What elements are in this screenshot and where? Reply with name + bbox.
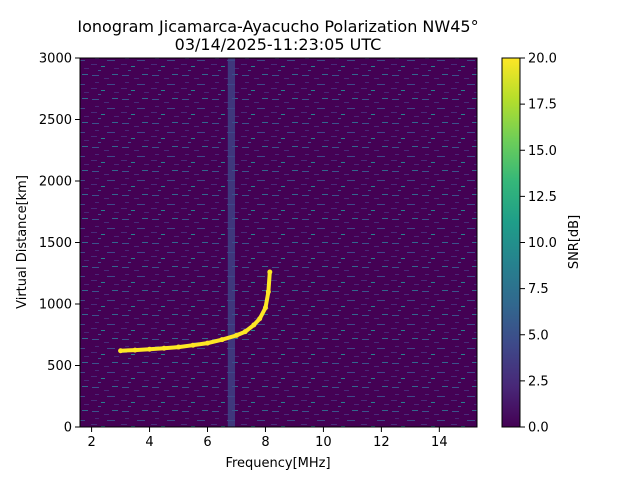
trace-point: [176, 344, 182, 350]
x-tick-label: 8: [261, 435, 269, 450]
y-tick-label: 1500: [39, 236, 72, 251]
x-tick-label: 12: [373, 435, 390, 450]
trace-point: [161, 345, 167, 351]
y-tick-label: 3000: [39, 52, 72, 67]
chart-title: Ionogram Jicamarca-Ayacucho Polarization…: [77, 17, 478, 54]
y-tick-label: 500: [47, 359, 72, 374]
trace-point: [147, 346, 153, 352]
y-axis-label: Virtual Distance[km]: [15, 175, 30, 309]
colorbar-tick-label: 2.5: [528, 374, 549, 389]
y-tick-label: 0: [64, 421, 72, 436]
trace-point: [233, 332, 239, 338]
y-axis: 0 500 1000 1500 2000 2500 3000: [39, 52, 80, 436]
colorbar-tick-label: 10.0: [528, 236, 557, 251]
x-tick-label: 6: [203, 435, 211, 450]
colorbar-tick-label: 20.0: [528, 52, 557, 67]
y-tick-label: 2000: [39, 175, 72, 190]
trace-point: [242, 329, 248, 335]
colorbar-tick-label: 12.5: [528, 190, 557, 205]
chart-subtitle-text: 03/14/2025-11:23:05 UTC: [175, 35, 382, 54]
colorbar-tick-label: 7.5: [528, 282, 549, 297]
y-tick-label: 2500: [39, 113, 72, 128]
x-tick-label: 10: [315, 435, 332, 450]
trace-point: [132, 347, 138, 353]
ionogram-trace: [118, 269, 273, 354]
colorbar-tick-label: 15.0: [528, 144, 557, 159]
chart-title-text: Ionogram Jicamarca-Ayacucho Polarization…: [77, 17, 478, 36]
colorbar-label: SNR[dB]: [567, 215, 582, 269]
trace-point: [265, 289, 271, 295]
colorbar: 0.0 2.5 5.0 7.5 10.0 12.5 15.0 17.5 20.0 SNR[dB]: [501, 52, 582, 436]
trace-point: [219, 337, 225, 343]
colorbar-tick-label: 0.0: [528, 421, 549, 436]
x-axis: 2 4 6 8 10 12 14: [87, 427, 448, 450]
colorbar-tick-label: 5.0: [528, 328, 549, 343]
colorbar-gradient: [501, 57, 521, 428]
trace-point: [205, 340, 211, 346]
x-tick-label: 14: [431, 435, 448, 450]
x-tick-label: 4: [145, 435, 153, 450]
plot-background: [80, 58, 477, 427]
x-tick-label: 2: [87, 435, 95, 450]
trace-point: [257, 316, 263, 322]
trace-point: [262, 305, 268, 311]
colorbar-ticks: 0.0 2.5 5.0 7.5 10.0 12.5 15.0 17.5 20.0: [520, 52, 557, 436]
trace-point: [267, 269, 273, 275]
trace-point: [118, 348, 124, 354]
colorbar-tick-label: 17.5: [528, 98, 557, 113]
plot-area: [79, 57, 478, 428]
y-tick-label: 1000: [39, 298, 72, 313]
trace-point: [190, 342, 196, 348]
trace-point: [251, 322, 257, 328]
noise-band: [227, 58, 236, 427]
noise-band-region: [227, 58, 236, 427]
x-axis-label: Frequency[MHz]: [225, 456, 330, 471]
